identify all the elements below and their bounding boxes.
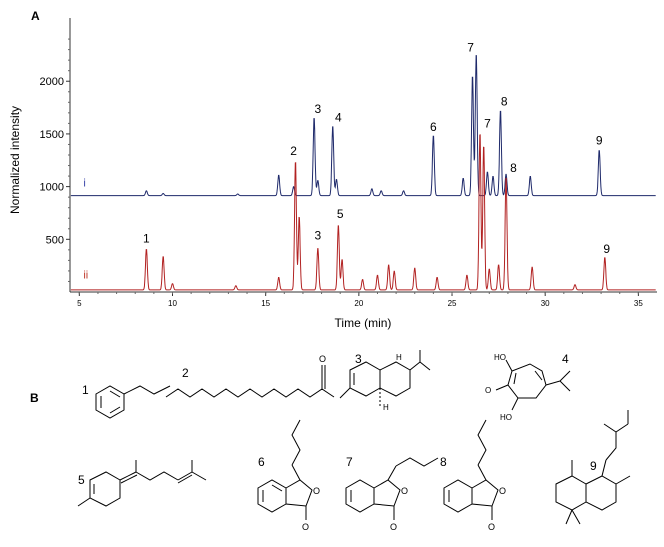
peak-label: 2 (290, 144, 297, 158)
panel-b-label: B (30, 391, 39, 405)
panel-a-label: A (31, 9, 40, 23)
peak-label: 7 (467, 41, 474, 55)
atom-label: O (485, 386, 491, 395)
chemical-structures (77, 350, 631, 525)
atom-label: O (499, 486, 506, 496)
peak-label: 8 (510, 161, 517, 175)
atom-label: H (396, 353, 402, 362)
atom-label: O (302, 522, 309, 532)
y-tick-label: 1500 (40, 129, 64, 141)
structure-2 (165, 365, 335, 398)
atom-label: HO (494, 353, 506, 362)
structure-number-5: 5 (78, 473, 85, 487)
series-layer: iii (70, 55, 656, 291)
x-ticks: 5 10 15 20 25 30 35 (77, 292, 643, 308)
x-tick-label: 10 (168, 299, 177, 308)
structure-7 (345, 457, 439, 520)
peak-label: 5 (337, 207, 344, 221)
x-tick-label: 20 (354, 299, 363, 308)
atom-label: H (383, 403, 389, 412)
series-line-2 (70, 134, 656, 291)
peak-label: 3 (315, 102, 322, 116)
peak-label: 8 (501, 94, 508, 108)
peak-label: 7 (484, 117, 491, 131)
y-ticks: 500 1000 1500 2000 (40, 38, 70, 282)
peak-label: 3 (315, 228, 322, 242)
x-tick-label: 15 (261, 299, 270, 308)
series-tag: ii (83, 269, 88, 281)
structure-8 (443, 419, 499, 520)
y-tick-label: 500 (46, 234, 64, 246)
structure-1 (95, 385, 171, 419)
atom-label: O (488, 522, 495, 532)
y-tick-label: 2000 (40, 76, 64, 88)
x-axis-label: Time (min) (335, 316, 392, 330)
structure-number-7: 7 (346, 455, 353, 469)
peak-label: 6 (430, 120, 437, 134)
structure-9 (555, 410, 631, 525)
peak-label: 4 (335, 110, 342, 124)
x-tick-label: 30 (541, 299, 550, 308)
atom-label: O (319, 354, 326, 364)
atom-label: O (390, 522, 397, 532)
structure-4 (495, 359, 571, 411)
y-axis-label: Normalized intensity (8, 106, 22, 214)
structure-number-8: 8 (440, 455, 447, 469)
structure-3 (339, 350, 431, 408)
atom-label: O (401, 486, 408, 496)
structure-number-2: 2 (182, 366, 189, 380)
structure-number-9: 9 (590, 459, 597, 473)
atom-label: HO (500, 413, 512, 422)
structure-5 (77, 460, 207, 507)
peak-label: 9 (603, 242, 610, 256)
structure-number-3: 3 (355, 352, 362, 366)
x-tick-label: 25 (448, 299, 457, 308)
structure-number-6: 6 (258, 455, 265, 469)
structure-6 (257, 419, 313, 520)
series-line-1 (70, 55, 656, 197)
x-tick-label: 35 (634, 299, 643, 308)
peak-label: 1 (143, 231, 150, 245)
x-tick-label: 5 (77, 299, 82, 308)
y-tick-label: 1000 (40, 182, 64, 194)
peak-label: 9 (596, 133, 603, 147)
structure-number-1: 1 (82, 383, 89, 397)
structure-number-4: 4 (562, 352, 569, 366)
atom-label: O (313, 486, 320, 496)
series-tag: i (83, 178, 85, 190)
structure-labels: 1 2 3 4 5 6 7 8 9 HO O HO O O O O O O O … (78, 352, 597, 532)
